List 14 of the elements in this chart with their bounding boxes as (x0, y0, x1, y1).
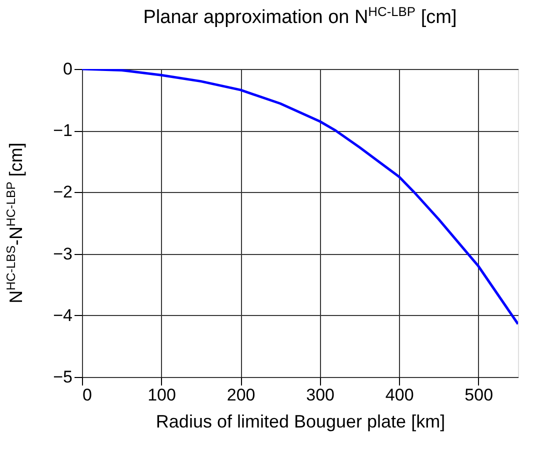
y-tick-label: 0 (63, 60, 72, 78)
y-tick-label: −5 (53, 368, 72, 386)
y-axis-title: NHC-LBS-NHC-LBP [cm] (4, 142, 26, 304)
x-tick-label: 0 (82, 386, 92, 404)
y-tick-label: −2 (53, 182, 72, 202)
x-axis-title: Radius of limited Bouguer plate [km] (156, 412, 446, 432)
x-tick-label: 500 (464, 386, 494, 404)
x-tick-label: 100 (148, 386, 176, 404)
x-tick-label: 400 (385, 386, 414, 404)
x-tick-label: 200 (226, 386, 256, 404)
y-tick-label: −1 (53, 121, 72, 140)
y-tick-label: −4 (53, 306, 72, 325)
y-tick-label: −3 (53, 244, 72, 264)
x-tick-label: 300 (306, 386, 335, 404)
